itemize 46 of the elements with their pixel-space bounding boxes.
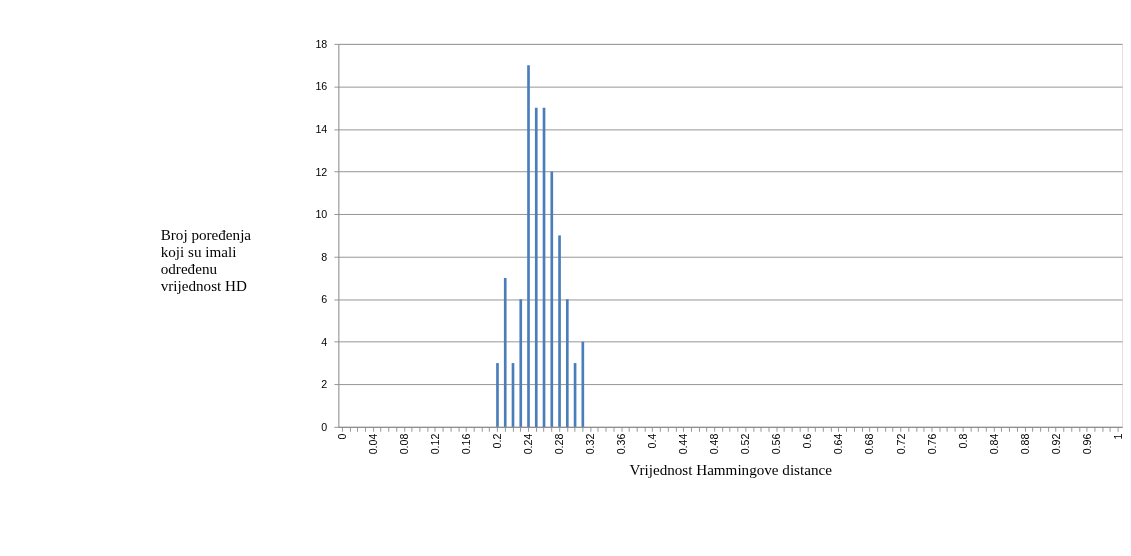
x-tick-label: 0.96: [1080, 433, 1093, 455]
x-tick-label: 0.4: [646, 433, 659, 449]
x-tick-label: 0.28: [553, 433, 566, 455]
x-tick-label: 0.16: [460, 433, 472, 455]
y-tick-label: 6: [321, 293, 328, 306]
bar: [519, 299, 523, 427]
x-tick-label: 0.2: [491, 433, 504, 449]
x-tick-label: 0.84: [987, 433, 1000, 455]
y-tick-label: 4: [321, 335, 328, 348]
bar: [565, 299, 569, 427]
x-tick-label: 0.92: [1049, 433, 1062, 455]
bar: [550, 171, 554, 427]
x-tick-label: 0: [335, 433, 348, 440]
x-tick-label: 0.88: [1018, 433, 1031, 455]
y-tick-label: 10: [315, 208, 328, 221]
x-tick-label: 0.48: [708, 433, 721, 455]
bar: [558, 235, 561, 427]
x-tick-label: 0.04: [366, 433, 379, 455]
x-tick-label: 0.76: [925, 433, 938, 455]
x-tick-label: 0.36: [615, 433, 628, 455]
bar: [527, 65, 530, 427]
bar: [503, 277, 507, 427]
x-tick-label: 1: [1111, 433, 1124, 440]
y-tick-label: 18: [315, 37, 328, 50]
x-tick-label: 0.08: [397, 433, 410, 455]
x-tick-label: 0.32: [584, 433, 597, 455]
bar: [496, 363, 499, 427]
x-tick-label: 0.8: [956, 433, 969, 449]
x-tick-label: 0.64: [832, 433, 845, 455]
y-tick-label: 16: [315, 80, 328, 93]
y-tick-label: 14: [315, 123, 328, 136]
x-tick-label: 0.52: [739, 433, 752, 455]
y-tick-label: 12: [315, 165, 328, 178]
bar: [534, 107, 538, 427]
x-axis-title: Vrijednost Hammingove distance: [629, 461, 833, 478]
x-tick-label: 0.72: [894, 433, 907, 455]
y-tick-label: 2: [321, 378, 328, 391]
bar: [581, 341, 585, 427]
x-tick-label: 0.68: [863, 433, 876, 455]
x-tick-label: 0.24: [522, 433, 535, 455]
y-tick-label: 8: [321, 250, 328, 263]
x-tick-label: 0.44: [677, 433, 690, 455]
y-axis-title: Broj poređenja koji su imali određenu vrijednost HD: [160, 227, 252, 295]
x-tick-label: 0.56: [770, 433, 783, 455]
x-tick-label: 0.6: [801, 433, 814, 449]
x-tick-label: 0.12: [428, 433, 441, 455]
